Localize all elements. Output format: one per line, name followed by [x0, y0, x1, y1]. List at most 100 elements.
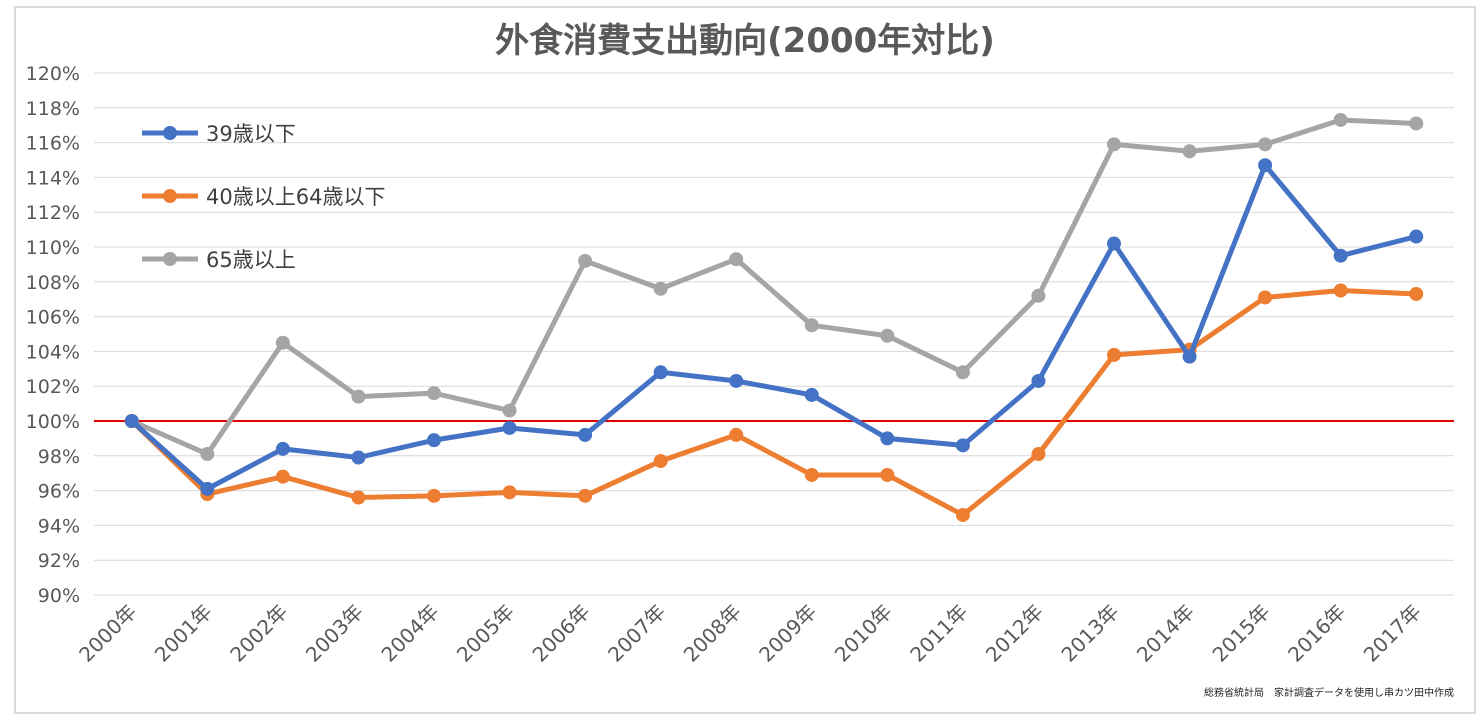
x-tick-label: 2012年	[981, 600, 1048, 667]
data-point	[804, 318, 819, 333]
data-point	[653, 454, 668, 469]
x-tick-label: 2002年	[225, 600, 292, 667]
y-tick-label: 116%	[26, 133, 80, 155]
x-tick-label: 2009年	[754, 600, 821, 667]
data-point	[351, 389, 366, 404]
legend-marker	[163, 252, 177, 266]
gridlines	[94, 72, 1454, 596]
data-point	[502, 403, 517, 418]
series-line	[130, 117, 1417, 457]
x-tick-label: 2017年	[1359, 600, 1426, 667]
data-point	[578, 427, 593, 442]
data-point	[275, 441, 290, 456]
data-point	[880, 431, 895, 446]
data-point	[200, 447, 215, 462]
legend-label: 40歳以上64歳以下	[206, 185, 385, 209]
y-tick-label: 110%	[26, 237, 80, 259]
data-point	[729, 252, 744, 267]
data-point	[1333, 112, 1348, 127]
data-point	[880, 467, 895, 482]
x-tick-label: 2016年	[1283, 600, 1350, 667]
series-layer	[124, 112, 1424, 522]
x-tick-label: 2015年	[1208, 600, 1275, 667]
x-axis-ticks: 2000年 2001年 2002年 2003年 2004年 2005年 2006年 2007年…	[74, 600, 1426, 667]
x-tick-label: 2004年	[376, 600, 443, 667]
x-tick-label: 2000年	[74, 600, 141, 667]
x-tick-label: 2005年	[452, 600, 519, 667]
y-tick-label: 104%	[26, 341, 80, 363]
data-point	[1031, 447, 1046, 462]
legend: 39歳以下 40歳以上64歳以下 65歳以上	[142, 122, 385, 272]
data-point	[1409, 116, 1424, 131]
data-point	[955, 438, 970, 453]
y-tick-label: 120%	[26, 63, 80, 85]
x-tick-label: 2006年	[528, 600, 595, 667]
x-tick-label: 2011年	[905, 600, 972, 667]
x-tick-label: 2010年	[830, 600, 897, 667]
data-point	[427, 488, 441, 503]
series-line	[130, 162, 1417, 492]
data-point	[1258, 290, 1273, 305]
data-point	[1031, 288, 1046, 303]
data-point	[200, 481, 215, 496]
data-point	[1409, 229, 1424, 244]
data-point	[804, 387, 819, 402]
data-point	[1333, 283, 1348, 298]
series-2	[124, 112, 1424, 462]
data-point	[124, 414, 139, 428]
legend-marker	[163, 189, 177, 203]
x-tick-label: 2014年	[1132, 600, 1199, 667]
data-point	[880, 328, 895, 343]
y-tick-label: 92%	[38, 550, 80, 572]
data-point	[653, 281, 668, 296]
source-note: 総務省統計局 家計調査データを使用し串カツ田中作成	[1204, 686, 1454, 699]
y-tick-label: 114%	[26, 167, 80, 189]
data-point	[578, 488, 593, 503]
data-point	[351, 450, 366, 465]
chart-title: 外食消費支出動向(2000年対比)	[495, 21, 995, 61]
data-point	[1409, 286, 1424, 301]
data-point	[1333, 248, 1348, 263]
data-point	[1107, 236, 1121, 251]
x-tick-label: 2003年	[301, 600, 368, 667]
data-point	[1258, 158, 1273, 173]
data-point	[804, 467, 819, 482]
y-tick-label: 102%	[26, 376, 80, 398]
y-axis-ticks: 90% 92% 94% 96% 98% 100% 102% 104% 106% 108% 110% 1…	[26, 63, 80, 607]
y-tick-label: 90%	[38, 585, 80, 607]
y-tick-label: 100%	[26, 411, 80, 433]
line-chart: 外食消費支出動向(2000年対比) 90% 92% 94% 96% 98% 100% 102…	[26, 21, 1454, 699]
x-tick-label: 2008年	[679, 600, 746, 667]
data-point	[653, 365, 668, 380]
x-tick-label: 2007年	[603, 600, 670, 667]
legend-label: 65歳以上	[206, 248, 296, 272]
data-point	[1107, 347, 1121, 362]
data-point	[351, 490, 366, 505]
data-point	[1182, 349, 1197, 364]
y-tick-label: 112%	[26, 202, 80, 224]
x-tick-label: 2013年	[1056, 600, 1123, 667]
chart-frame: 外食消費支出動向(2000年対比) 90% 92% 94% 96% 98% 100% 102…	[14, 6, 1476, 714]
series-1	[124, 283, 1424, 522]
data-point	[1182, 144, 1197, 159]
y-tick-label: 96%	[38, 481, 80, 503]
data-point	[1258, 137, 1273, 152]
data-point	[275, 335, 290, 350]
series-line	[130, 288, 1417, 518]
data-point	[502, 420, 517, 435]
data-point	[955, 365, 970, 380]
data-point	[729, 373, 744, 388]
y-tick-label: 118%	[26, 98, 80, 120]
data-point	[427, 386, 441, 401]
data-point	[729, 427, 744, 442]
legend-marker	[163, 126, 177, 140]
data-point	[578, 253, 593, 268]
data-point	[427, 433, 441, 448]
y-tick-label: 98%	[38, 446, 80, 468]
series-0	[124, 158, 1424, 496]
x-tick-label: 2001年	[150, 600, 217, 667]
data-point	[1107, 137, 1121, 152]
y-tick-label: 94%	[38, 515, 80, 537]
data-point	[955, 507, 970, 522]
data-point	[275, 469, 290, 484]
